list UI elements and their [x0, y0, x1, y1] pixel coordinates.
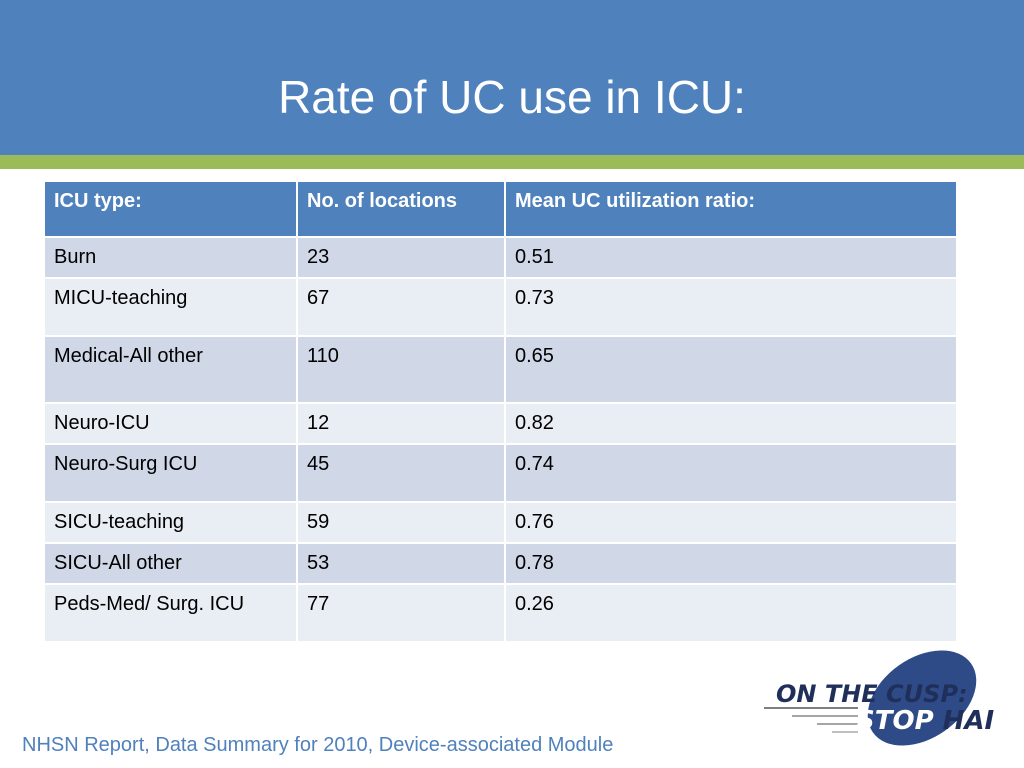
cell-icu-type: SICU-teaching [43, 501, 298, 544]
cell-utilization: 0.51 [504, 236, 958, 279]
table-row: MICU-teaching 67 0.73 [43, 277, 958, 337]
table-row: Neuro-Surg ICU 45 0.74 [43, 443, 958, 503]
slide-title: Rate of UC use in ICU: [278, 71, 746, 123]
cell-locations: 67 [296, 277, 506, 337]
header-locations: No. of locations [296, 180, 506, 238]
cell-utilization: 0.78 [504, 542, 958, 585]
source-citation: NHSN Report, Data Summary for 2010, Devi… [22, 734, 614, 756]
cell-icu-type: Burn [43, 236, 298, 279]
stop-hai-logo: ON THE CUSP: STOP HAI [762, 640, 1012, 760]
cell-icu-type: Neuro-Surg ICU [43, 443, 298, 503]
cell-icu-type: Peds-Med/ Surg. ICU [43, 583, 298, 643]
table-row: SICU-teaching 59 0.76 [43, 501, 958, 544]
table-row: Burn 23 0.51 [43, 236, 958, 279]
table-row: SICU-All other 53 0.78 [43, 542, 958, 585]
cell-locations: 45 [296, 443, 506, 503]
cell-utilization: 0.65 [504, 335, 958, 404]
table-row: Neuro-ICU 12 0.82 [43, 402, 958, 445]
title-band [0, 0, 1024, 155]
cell-locations: 77 [296, 583, 506, 643]
cell-locations: 23 [296, 236, 506, 279]
logo-line-2: STOP HAI [856, 706, 994, 736]
table-row: Medical-All other 110 0.65 [43, 335, 958, 404]
cell-utilization: 0.73 [504, 277, 958, 337]
cell-icu-type: MICU-teaching [43, 277, 298, 337]
logo-stop-word: STOP [856, 706, 934, 736]
logo-graphic [764, 650, 977, 746]
header-utilization: Mean UC utilization ratio: [504, 180, 958, 238]
table-header-row: ICU type: No. of locations Mean UC utili… [43, 180, 958, 238]
accent-rule [0, 155, 1024, 169]
cell-icu-type: SICU-All other [43, 542, 298, 585]
cell-utilization: 0.82 [504, 402, 958, 445]
cell-utilization: 0.74 [504, 443, 958, 503]
cell-locations: 53 [296, 542, 506, 585]
cell-locations: 110 [296, 335, 506, 404]
cell-utilization: 0.26 [504, 583, 958, 643]
cell-locations: 59 [296, 501, 506, 544]
icu-uc-table: ICU type: No. of locations Mean UC utili… [43, 180, 958, 643]
cell-utilization: 0.76 [504, 501, 958, 544]
cell-icu-type: Neuro-ICU [43, 402, 298, 445]
cell-locations: 12 [296, 402, 506, 445]
logo-line-1: ON THE CUSP: [776, 680, 968, 708]
table-row: Peds-Med/ Surg. ICU 77 0.26 [43, 583, 958, 643]
cell-icu-type: Medical-All other [43, 335, 298, 404]
logo-hai-word: HAI [933, 706, 995, 736]
header-icu-type: ICU type: [43, 180, 298, 238]
